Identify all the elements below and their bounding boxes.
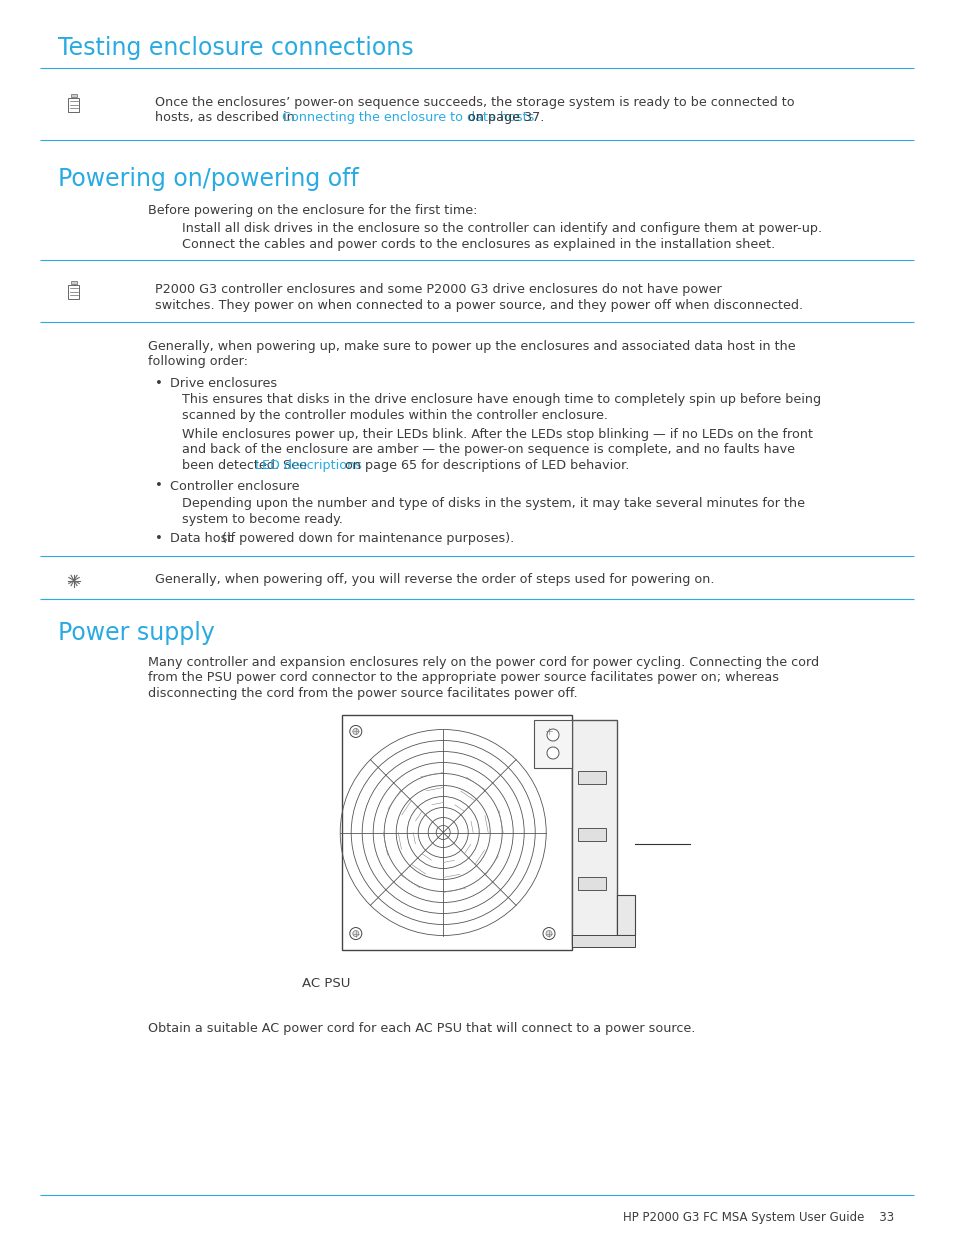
Circle shape	[353, 729, 358, 735]
Bar	[572, 935, 635, 947]
Text: •: •	[154, 532, 163, 545]
Text: AC PSU: AC PSU	[302, 977, 350, 990]
Text: disconnecting the cord from the power source facilitates power off.: disconnecting the cord from the power so…	[148, 687, 577, 700]
Bar	[578, 771, 605, 784]
Text: Powering on/powering off: Powering on/powering off	[58, 167, 358, 191]
Circle shape	[350, 725, 361, 737]
Text: following order:: following order:	[148, 356, 248, 368]
Text: Controller enclosure: Controller enclosure	[170, 479, 299, 493]
Text: Obtain a suitable AC power cord for each AC PSU that will connect to a power sou: Obtain a suitable AC power cord for each…	[148, 1023, 695, 1035]
Text: Once the enclosures’ power-on sequence succeeds, the storage system is ready to : Once the enclosures’ power-on sequence s…	[154, 96, 794, 109]
Text: Install all disk drives in the enclosure so the controller can identify and conf: Install all disk drives in the enclosure…	[182, 222, 821, 235]
Text: Generally, when powering off, you will reverse the order of steps used for power: Generally, when powering off, you will r…	[154, 573, 714, 587]
Text: from the PSU power cord connector to the appropriate power source facilitates po: from the PSU power cord connector to the…	[148, 672, 779, 684]
Text: P2000 G3 controller enclosures and some P2000 G3 drive enclosures do not have po: P2000 G3 controller enclosures and some …	[154, 283, 721, 296]
Circle shape	[353, 930, 358, 936]
Text: Testing enclosure connections: Testing enclosure connections	[58, 36, 414, 61]
Circle shape	[545, 729, 552, 735]
Bar	[341, 715, 572, 950]
FancyBboxPatch shape	[71, 94, 77, 98]
Circle shape	[542, 725, 555, 737]
Text: and back of the enclosure are amber — the power-on sequence is complete, and no : and back of the enclosure are amber — th…	[182, 443, 794, 457]
Text: scanned by the controller modules within the controller enclosure.: scanned by the controller modules within…	[182, 409, 607, 421]
Text: HP P2000 G3 FC MSA System User Guide    33: HP P2000 G3 FC MSA System User Guide 33	[622, 1212, 893, 1224]
Text: on page 65 for descriptions of LED behavior.: on page 65 for descriptions of LED behav…	[340, 459, 629, 472]
Text: LED descriptions: LED descriptions	[254, 459, 361, 472]
FancyBboxPatch shape	[69, 285, 79, 299]
Bar	[617, 895, 635, 935]
Bar	[578, 827, 605, 841]
Text: This ensures that disks in the drive enclosure have enough time to completely sp: This ensures that disks in the drive enc…	[182, 393, 821, 406]
Text: been detected. See: been detected. See	[182, 459, 311, 472]
Circle shape	[545, 930, 552, 936]
Text: While enclosures power up, their LEDs blink. After the LEDs stop blinking — if n: While enclosures power up, their LEDs bl…	[182, 429, 812, 441]
Text: Data host: Data host	[170, 532, 233, 545]
Text: Generally, when powering up, make sure to power up the enclosures and associated: Generally, when powering up, make sure t…	[148, 340, 795, 353]
Text: Many controller and expansion enclosures rely on the power cord for power cyclin: Many controller and expansion enclosures…	[148, 656, 819, 669]
Circle shape	[546, 729, 558, 741]
Circle shape	[350, 927, 361, 940]
Text: Before powering on the enclosure for the first time:: Before powering on the enclosure for the…	[148, 204, 477, 217]
Circle shape	[542, 927, 555, 940]
Text: Depending upon the number and type of disks in the system, it may take several m: Depending upon the number and type of di…	[182, 496, 804, 510]
Text: switches. They power on when connected to a power source, and they power off whe: switches. They power on when connected t…	[154, 299, 802, 311]
Bar	[572, 720, 617, 945]
FancyBboxPatch shape	[69, 98, 79, 112]
Text: Connect the cables and power cords to the enclosures as explained in the install: Connect the cables and power cords to th…	[182, 238, 775, 251]
Text: •: •	[154, 377, 163, 390]
Bar	[578, 877, 605, 890]
Text: Drive enclosures: Drive enclosures	[170, 377, 276, 390]
Circle shape	[546, 747, 558, 760]
Text: hosts, as described in: hosts, as described in	[154, 111, 298, 125]
Text: on page 37.: on page 37.	[463, 111, 544, 125]
Text: Power supply: Power supply	[58, 621, 214, 645]
FancyBboxPatch shape	[71, 282, 77, 284]
Text: system to become ready.: system to become ready.	[182, 513, 342, 526]
Text: •: •	[154, 479, 163, 493]
Bar	[534, 720, 572, 768]
Text: Connecting the enclosure to data hosts: Connecting the enclosure to data hosts	[282, 111, 534, 125]
Text: (if powered down for maintenance purposes).: (if powered down for maintenance purpose…	[222, 532, 514, 545]
